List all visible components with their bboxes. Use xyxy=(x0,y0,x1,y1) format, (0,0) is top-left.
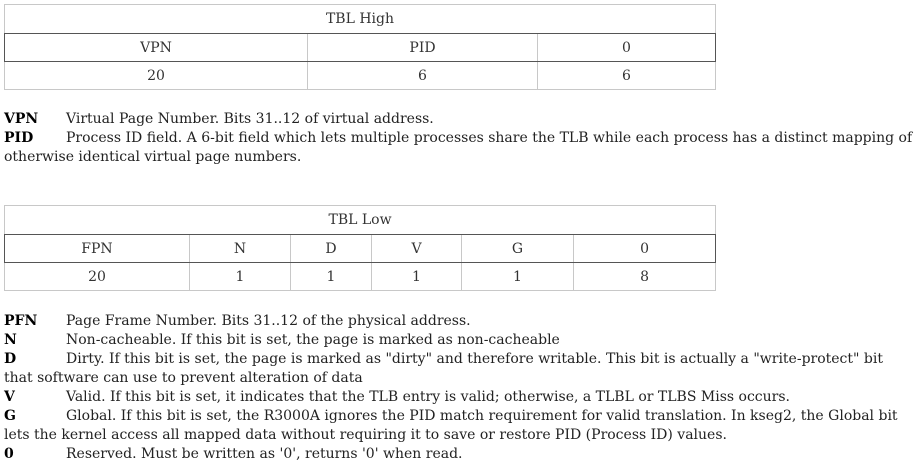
tbl-high-header-pid: PID xyxy=(307,33,538,62)
tbl-low-value-v: 1 xyxy=(371,262,462,291)
desc-v: Valid. If this bit is set, it indicates … xyxy=(66,389,790,405)
tbl-low-value-g: 1 xyxy=(461,262,574,291)
tbl-high-header-zero: 0 xyxy=(537,33,716,62)
desc-d: Dirty. If this bit is set, the page is m… xyxy=(4,351,883,386)
tbl-low-header-v: V xyxy=(371,234,462,263)
desc-g: Global. If this bit is set, the R3000A i… xyxy=(4,408,898,443)
definition-g: G Global. If this bit is set, the R3000A … xyxy=(4,407,916,445)
tbl-high-header-vpn: VPN xyxy=(4,33,308,62)
tbl-low-header-n: N xyxy=(189,234,291,263)
definition-v: V Valid. If this bit is set, it indicates… xyxy=(4,388,916,407)
tbl-low-value-n: 1 xyxy=(189,262,291,291)
desc-n: Non-cacheable. If this bit is set, the p… xyxy=(66,332,560,348)
definition-vpn: VPN Virtual Page Number. Bits 31..12 of v… xyxy=(4,110,916,129)
definition-pid: PID Process ID field. A 6-bit field which… xyxy=(4,129,916,167)
desc-vpn: Virtual Page Number. Bits 31..12 of virt… xyxy=(66,111,434,127)
tbl-high-value-zero: 6 xyxy=(537,61,716,90)
term-d: D xyxy=(4,351,17,367)
tbl-low-header-zero: 0 xyxy=(572,234,717,263)
desc-pid: Process ID field. A 6-bit field which le… xyxy=(4,130,913,165)
tbl-high-definitions: VPN Virtual Page Number. Bits 31..12 of v… xyxy=(4,110,916,167)
tbl-low-value-fpn: 20 xyxy=(4,262,190,291)
term-zero: 0 xyxy=(4,446,14,462)
tbl-low-value-zero: 8 xyxy=(572,262,717,291)
desc-zero: Reserved. Must be written as '0', return… xyxy=(66,446,463,462)
definition-pfn: PFN Page Frame Number. Bits 31..12 of the… xyxy=(4,312,916,331)
tbl-low-value-d: 1 xyxy=(290,262,372,291)
term-vpn: VPN xyxy=(4,111,39,127)
tbl-high-table: TBL High VPN PID 0 20 6 6 xyxy=(4,4,716,90)
tbl-low-table: TBL Low FPN N D V G 0 20 1 1 1 1 8 xyxy=(3,205,717,291)
tbl-low-title: TBL Low xyxy=(3,205,717,235)
definition-n: N Non-cacheable. If this bit is set, the … xyxy=(4,331,916,350)
definition-d: D Dirty. If this bit is set, the page is … xyxy=(4,350,916,388)
tbl-low-definitions: PFN Page Frame Number. Bits 31..12 of the… xyxy=(4,312,916,464)
desc-pfn: Page Frame Number. Bits 31..12 of the ph… xyxy=(66,313,471,329)
tbl-high-value-pid: 6 xyxy=(307,61,538,90)
term-n: N xyxy=(4,332,17,348)
term-pfn: PFN xyxy=(4,313,38,329)
tbl-low-header-d: D xyxy=(290,234,372,263)
tbl-high-title: TBL High xyxy=(4,4,716,34)
tbl-low-header-g: G xyxy=(461,234,574,263)
term-pid: PID xyxy=(4,130,34,146)
definition-zero: 0 Reserved. Must be written as '0', retur… xyxy=(4,445,916,464)
term-g: G xyxy=(4,408,16,424)
tbl-low-header-fpn: FPN xyxy=(4,234,190,263)
tbl-high-value-vpn: 20 xyxy=(4,61,308,90)
term-v: V xyxy=(4,389,15,405)
